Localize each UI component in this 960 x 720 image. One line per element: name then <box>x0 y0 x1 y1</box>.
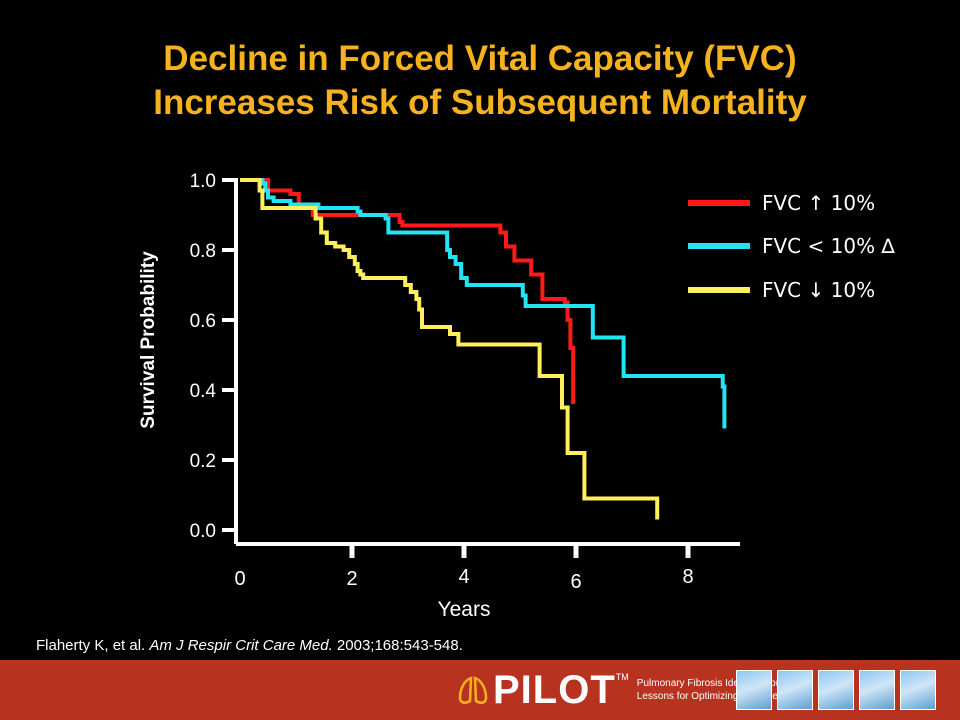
pilot-logo: PILOT TM Pulmonary Fibrosis Identificati… <box>455 666 786 714</box>
logo-text: PILOT <box>493 667 616 712</box>
survival-curve <box>240 178 727 429</box>
legend-label: FVC ↑ 10% <box>762 191 875 215</box>
chart-legend: FVC ↑ 10% FVC < 10% ∆ FVC ↓ 10% <box>688 191 895 302</box>
citation-details: 2003;168:543-548. <box>332 637 463 654</box>
sky-thumbnail <box>900 670 936 710</box>
sky-thumbnail <box>859 670 895 710</box>
y-tick-label: 0.2 <box>190 451 216 472</box>
lungs-icon <box>458 676 488 704</box>
trademark: TM <box>615 672 629 682</box>
x-tick-label: 8 <box>682 566 693 588</box>
y-tick-label: 1.0 <box>190 171 216 192</box>
y-tick-label: 0.4 <box>190 381 217 402</box>
sky-thumbnail <box>818 670 854 710</box>
x-axis-title: Years <box>438 598 491 621</box>
tagline-line-1: Pulmonary Fibrosis Identification: <box>636 678 785 689</box>
y-tick-label: 0.8 <box>190 241 216 262</box>
logo-tagline: Pulmonary Fibrosis Identification: Lesso… <box>637 677 787 703</box>
citation-authors: Flaherty K, et al. <box>36 637 150 654</box>
x-tick-label: 2 <box>346 568 357 590</box>
survival-curve <box>240 178 660 520</box>
y-tick-label: 0.6 <box>190 311 216 332</box>
citation-journal: Am J Respir Crit Care Med. <box>149 637 333 654</box>
tagline-line-2: Lessons for Optimizing Treatment <box>636 691 787 702</box>
x-tick-label: 4 <box>458 566 469 588</box>
legend-label: FVC ↓ 10% <box>762 278 875 302</box>
x-tick-label: 6 <box>570 571 581 593</box>
y-tick-label: 0.0 <box>190 521 216 542</box>
title-line-1: Decline in Forced Vital Capacity (FVC) <box>163 39 797 78</box>
survival-chart: 0.0 0.2 0.4 0.6 0.8 1.0 0 2 4 6 8 Years Survival Pro… <box>138 171 895 621</box>
chart-axes: 0.0 0.2 0.4 0.6 0.8 1.0 0 2 4 6 8 Years Survival Pro… <box>138 171 740 621</box>
title-line-2: Increases Risk of Subsequent Mortality <box>153 83 807 122</box>
legend-label: FVC < 10% ∆ <box>762 234 895 258</box>
sky-thumbnail <box>777 670 813 710</box>
y-axis-title: Survival Probability <box>138 251 159 429</box>
sky-thumbnails <box>736 670 936 710</box>
citation: Flaherty K, et al. Am J Respir Crit Care… <box>36 637 463 654</box>
chart-series <box>240 178 727 520</box>
sky-thumbnail <box>736 670 772 710</box>
x-tick-label: 0 <box>234 568 245 590</box>
